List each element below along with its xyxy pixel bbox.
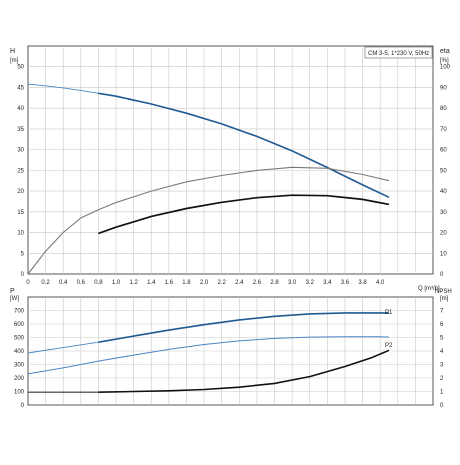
top-plot-frame bbox=[27, 45, 434, 275]
y-right-tick-label: 20 bbox=[440, 231, 447, 237]
y-left-tick-label: 300 bbox=[14, 363, 25, 369]
x-tick-label: 3.4 bbox=[323, 280, 332, 286]
x-tick-label: 2.4 bbox=[235, 280, 244, 286]
x-tick-label: 0.6 bbox=[77, 280, 86, 286]
x-tick-label: 1.4 bbox=[147, 280, 156, 286]
x-tick-label: 3.8 bbox=[358, 280, 367, 286]
x-tick-label: 3.0 bbox=[288, 280, 297, 286]
series-label-p1: P1 bbox=[385, 310, 393, 316]
series-line-black bbox=[98, 194, 390, 235]
x-tick-label: 2.8 bbox=[270, 280, 279, 286]
x-tick-label: 1.2 bbox=[129, 280, 138, 286]
y-right-tick-label: 6 bbox=[440, 322, 444, 328]
x-tick-label: 2.2 bbox=[218, 280, 227, 286]
y-right-tick-label: 70 bbox=[440, 127, 447, 133]
top-right-axis-unit: [%] bbox=[440, 58, 449, 64]
y-left-tick-label: 0 bbox=[21, 272, 25, 278]
y-right-tick-label: 0 bbox=[440, 272, 444, 278]
y-right-tick-label: 90 bbox=[440, 85, 447, 91]
y-right-tick-label: 3 bbox=[440, 363, 444, 369]
x-tick-label: 0.8 bbox=[94, 280, 103, 286]
y-left-tick-label: 700 bbox=[14, 309, 25, 315]
x-tick-label: 1.0 bbox=[112, 280, 121, 286]
top-right-axis-label: eta bbox=[440, 48, 450, 55]
y-left-tick-label: 600 bbox=[14, 322, 25, 328]
series-line-eta bbox=[27, 166, 390, 275]
top-ticks: 0 5 10 15 20 25 30 35 40 45 50 0 10 20 30 40 50 60 70 80 90 1… bbox=[17, 65, 450, 286]
y-right-tick-label: 4 bbox=[440, 349, 444, 355]
y-left-tick-label: 0 bbox=[21, 403, 25, 409]
y-left-tick-label: 35 bbox=[17, 127, 24, 133]
y-left-tick-label: 15 bbox=[17, 210, 24, 216]
y-left-tick-label: 5 bbox=[21, 251, 25, 257]
bottom-right-axis-unit: [m] bbox=[440, 296, 449, 302]
series-line-npsh bbox=[98, 349, 390, 393]
series-line-p1 bbox=[98, 312, 390, 343]
y-right-tick-label: 10 bbox=[440, 251, 447, 257]
series-label-p2: P2 bbox=[385, 343, 393, 349]
bottom-lines bbox=[27, 312, 390, 393]
x-tick-label: 1.8 bbox=[182, 280, 191, 286]
y-right-tick-label: 50 bbox=[440, 168, 447, 174]
y-left-tick-label: 45 bbox=[17, 85, 24, 91]
y-right-tick-label: 2 bbox=[440, 376, 444, 382]
y-left-tick-label: 25 bbox=[17, 168, 24, 174]
series-line-head bbox=[98, 92, 390, 199]
x-tick-label: 2.0 bbox=[200, 280, 209, 286]
y-left-tick-label: 40 bbox=[17, 106, 24, 112]
x-tick-label: 4.0 bbox=[376, 280, 385, 286]
top-lines bbox=[27, 83, 390, 275]
y-right-tick-label: 5 bbox=[440, 336, 444, 342]
x-tick-label: 0.2 bbox=[41, 280, 50, 286]
y-right-tick-label: 80 bbox=[440, 106, 447, 112]
y-left-tick-label: 200 bbox=[14, 376, 25, 382]
y-left-tick-label: 50 bbox=[17, 65, 24, 71]
x-tick-label: 3.6 bbox=[341, 280, 350, 286]
bottom-left-axis-unit: [W] bbox=[10, 296, 19, 302]
y-right-tick-label: 30 bbox=[440, 210, 447, 216]
y-right-tick-label: 60 bbox=[440, 148, 447, 154]
bottom-left-axis-label: P bbox=[10, 288, 15, 295]
bottom-right-axis-label: NPSH bbox=[435, 289, 452, 295]
x-tick-label: 1.6 bbox=[165, 280, 174, 286]
x-tick-label: 3.2 bbox=[306, 280, 315, 286]
series-line-p1-thin bbox=[27, 341, 99, 354]
y-left-tick-label: 400 bbox=[14, 349, 25, 355]
y-left-tick-label: 20 bbox=[17, 189, 24, 195]
x-tick-label: 0.4 bbox=[59, 280, 68, 286]
y-right-tick-label: 1 bbox=[440, 390, 444, 396]
x-tick-label: 0 bbox=[26, 280, 30, 286]
y-left-tick-label: 10 bbox=[17, 231, 24, 237]
y-right-tick-label: 100 bbox=[440, 65, 451, 71]
top-left-axis-unit: [m] bbox=[10, 58, 19, 64]
series-line-p2 bbox=[27, 336, 390, 375]
y-right-tick-label: 0 bbox=[440, 403, 444, 409]
y-left-tick-label: 100 bbox=[14, 390, 25, 396]
chart-title: CM 3-5, 1*230 V, 50Hz bbox=[368, 51, 429, 57]
y-right-tick-label: 40 bbox=[440, 189, 447, 195]
top-x-axis-label: Q [m³/h] bbox=[418, 286, 440, 292]
top-grid bbox=[28, 46, 433, 274]
y-left-tick-label: 500 bbox=[14, 336, 25, 342]
x-tick-label: 2.6 bbox=[253, 280, 262, 286]
bottom-ticks: 0 100 200 300 400 500 600 700 0 1 2 3 4 5 6 7 bbox=[14, 309, 444, 410]
top-left-axis-label: H bbox=[10, 48, 15, 55]
series-line-head-thin bbox=[27, 83, 99, 94]
y-left-tick-label: 30 bbox=[17, 148, 24, 154]
y-right-tick-label: 7 bbox=[440, 309, 444, 315]
title-box bbox=[364, 46, 433, 59]
